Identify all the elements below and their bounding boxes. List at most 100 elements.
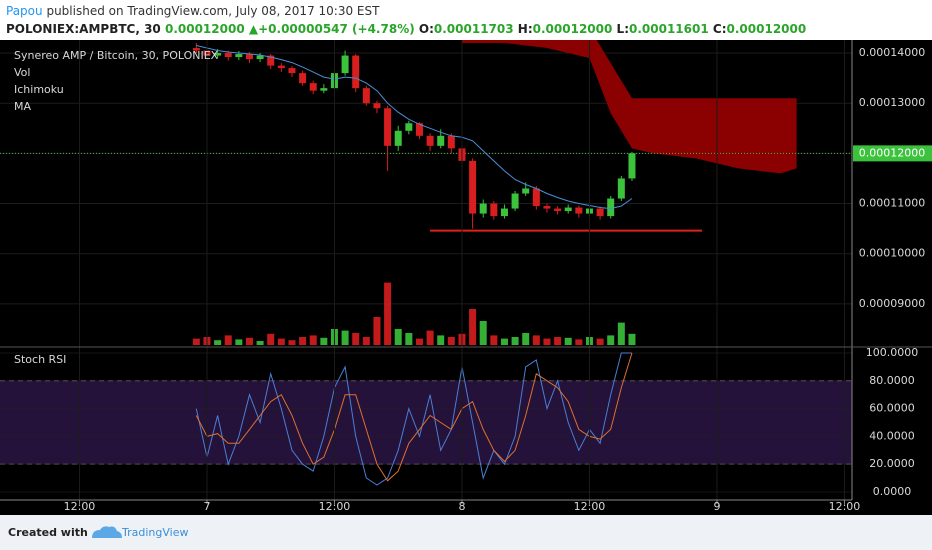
stoch-line <box>195 352 633 482</box>
volume-bar <box>596 338 604 345</box>
high-label: H: <box>518 22 533 36</box>
candle-body <box>511 193 519 209</box>
volume-bar <box>607 335 615 345</box>
open-label: O: <box>419 22 434 36</box>
candle-body <box>447 135 455 149</box>
volume-bar <box>511 337 519 345</box>
pane-title: Stoch RSI <box>14 353 66 366</box>
candle-body <box>628 153 636 179</box>
volume-bar <box>341 330 349 345</box>
y-tick-label: 60.0000 <box>869 402 915 415</box>
header-line: Papou published on TradingView.com, July… <box>6 4 380 18</box>
x-tick-label: 12:00 <box>829 500 861 513</box>
candle-body <box>415 123 423 136</box>
ichimoku-cloud <box>462 40 797 174</box>
volume-bar <box>224 335 232 345</box>
low-label: L: <box>617 22 629 36</box>
y-tick-label: 0.00013000 <box>859 96 925 109</box>
volume-bar <box>500 338 508 345</box>
candle-body <box>479 203 487 214</box>
candle-body <box>288 68 296 74</box>
candle-body <box>341 55 349 74</box>
volume-bar <box>447 337 455 345</box>
volume-bar <box>320 337 328 345</box>
volume-bar <box>617 322 625 345</box>
candle-body <box>384 108 392 146</box>
stoch-pane <box>0 352 852 493</box>
volume-bar <box>554 337 562 345</box>
volume-bar <box>288 340 296 345</box>
y-tick-label: 20.0000 <box>869 457 915 470</box>
volume-bar <box>352 333 360 345</box>
candle-body <box>352 55 360 89</box>
symbol: POLONIEX:AMPBTC, 30 <box>6 22 161 36</box>
candle-body <box>469 160 477 214</box>
plot-layer: 12:00 7 12:00 8 12:00 9 12:00 0.00014000 0.00013… <box>0 40 932 513</box>
candle-body <box>224 53 232 58</box>
volume-bar <box>628 333 636 345</box>
x-tick-label: 9 <box>713 500 720 513</box>
candle-body <box>490 203 498 217</box>
candle-body <box>309 83 317 91</box>
volume-bar <box>267 333 275 345</box>
volume-bar <box>437 335 445 345</box>
candle-body <box>245 54 253 60</box>
volume-bar <box>405 333 413 345</box>
brand-logo <box>92 526 122 538</box>
candle-body <box>373 103 381 109</box>
footer-created: Created with <box>8 526 88 539</box>
candle-body <box>575 207 583 214</box>
volume-bar <box>299 337 307 345</box>
volume-bar <box>394 329 402 345</box>
volume-bar <box>522 333 530 345</box>
candle-body <box>362 88 370 104</box>
legend-indicator: Vol <box>14 66 30 79</box>
candle-body <box>192 48 200 51</box>
y-tick-label: 0.00010000 <box>859 247 925 260</box>
candle-body <box>426 135 434 146</box>
ohlc-line: POLONIEX:AMPBTC, 30 0.00012000 ▲+0.00000… <box>6 22 806 36</box>
y-tick-label: 0.00009000 <box>859 297 925 310</box>
candle-body <box>500 208 508 217</box>
volume-bar <box>426 330 434 345</box>
candle-body <box>214 53 222 56</box>
footer-brand[interactable]: TradingView <box>121 526 188 539</box>
legend-title: Synereo AMP / Bitcoin, 30, POLONIEX <box>14 49 219 62</box>
header-bg <box>0 0 932 40</box>
volume-bar <box>469 309 477 345</box>
price-pane <box>0 40 852 345</box>
open: 0.00011703 <box>434 22 514 36</box>
close-label: C: <box>713 22 727 36</box>
volume-bar <box>543 338 551 345</box>
volume-bar <box>384 282 392 345</box>
author[interactable]: Papou <box>6 4 43 18</box>
y-tick-label: 40.0000 <box>869 429 915 442</box>
volume-bar <box>362 337 370 345</box>
x-tick-label: 12:00 <box>64 500 96 513</box>
volume-bar <box>415 338 423 345</box>
y-tick-label: 0.0000 <box>873 485 912 498</box>
candle-body <box>267 55 275 66</box>
volume-bar <box>564 337 572 345</box>
volume-bar <box>277 338 285 345</box>
volume-bar <box>479 321 487 345</box>
candle-body <box>564 207 572 212</box>
published: published on TradingView.com, July 08, 2… <box>46 4 380 18</box>
volume-bar <box>575 339 583 345</box>
stoch-line <box>195 352 632 486</box>
x-tick-label: 12:00 <box>574 500 606 513</box>
low: 0.00011601 <box>629 22 709 36</box>
candle-body <box>532 188 540 207</box>
volume-bar <box>192 338 200 345</box>
candle-body <box>405 123 413 131</box>
volume-bar <box>532 335 540 345</box>
candle-body <box>394 130 402 146</box>
last: 0.00012000 <box>165 22 245 36</box>
candle-body <box>554 208 562 212</box>
x-tick-label: 8 <box>458 500 465 513</box>
footer-bg <box>0 515 932 550</box>
volume-bar <box>245 337 253 345</box>
volume-bar <box>490 335 498 345</box>
